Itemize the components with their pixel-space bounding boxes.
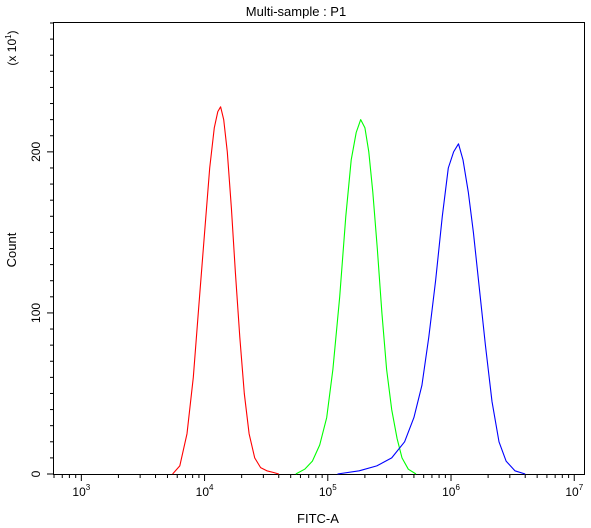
x-axis-ticks: 103 104 105 106 107 xyxy=(53,474,584,499)
x-tick-base: 10 xyxy=(196,485,210,499)
x-tick-label: 103 xyxy=(72,483,90,499)
x-tick-base: 10 xyxy=(72,485,86,499)
x-tick-base: 10 xyxy=(319,485,333,499)
y-multiplier-close: ) xyxy=(5,30,19,34)
plot-frame xyxy=(53,22,585,475)
y-tick-label: 0 xyxy=(29,470,43,477)
x-tick-exponent: 5 xyxy=(332,483,337,492)
x-tick-label: 105 xyxy=(319,483,337,499)
x-tick-base: 10 xyxy=(565,485,579,499)
y-multiplier-base: (x 10 xyxy=(5,39,19,66)
y-tick-label: 200 xyxy=(29,142,43,162)
y-axis-multiplier: (x 101) xyxy=(4,30,19,65)
chart-title: Multi-sample : P1 xyxy=(246,4,346,19)
y-axis-label: Count xyxy=(4,232,19,267)
series-line-2 xyxy=(295,119,417,475)
x-tick-label: 107 xyxy=(565,483,583,499)
x-axis-label: FITC-A xyxy=(297,511,339,526)
series-line-1 xyxy=(172,106,279,475)
y-axis-ticks: 0 100 200 xyxy=(29,22,54,477)
x-tick-label: 106 xyxy=(442,483,460,499)
x-tick-label: 104 xyxy=(196,483,214,499)
x-tick-exponent: 6 xyxy=(455,483,460,492)
y-multiplier-exponent: 1 xyxy=(4,34,13,39)
x-tick-exponent: 7 xyxy=(579,483,584,492)
histogram-series xyxy=(172,106,526,475)
x-tick-exponent: 3 xyxy=(86,483,91,492)
series-line-3 xyxy=(337,143,526,475)
y-tick-label: 100 xyxy=(29,303,43,323)
x-tick-exponent: 4 xyxy=(209,483,214,492)
x-tick-base: 10 xyxy=(442,485,456,499)
